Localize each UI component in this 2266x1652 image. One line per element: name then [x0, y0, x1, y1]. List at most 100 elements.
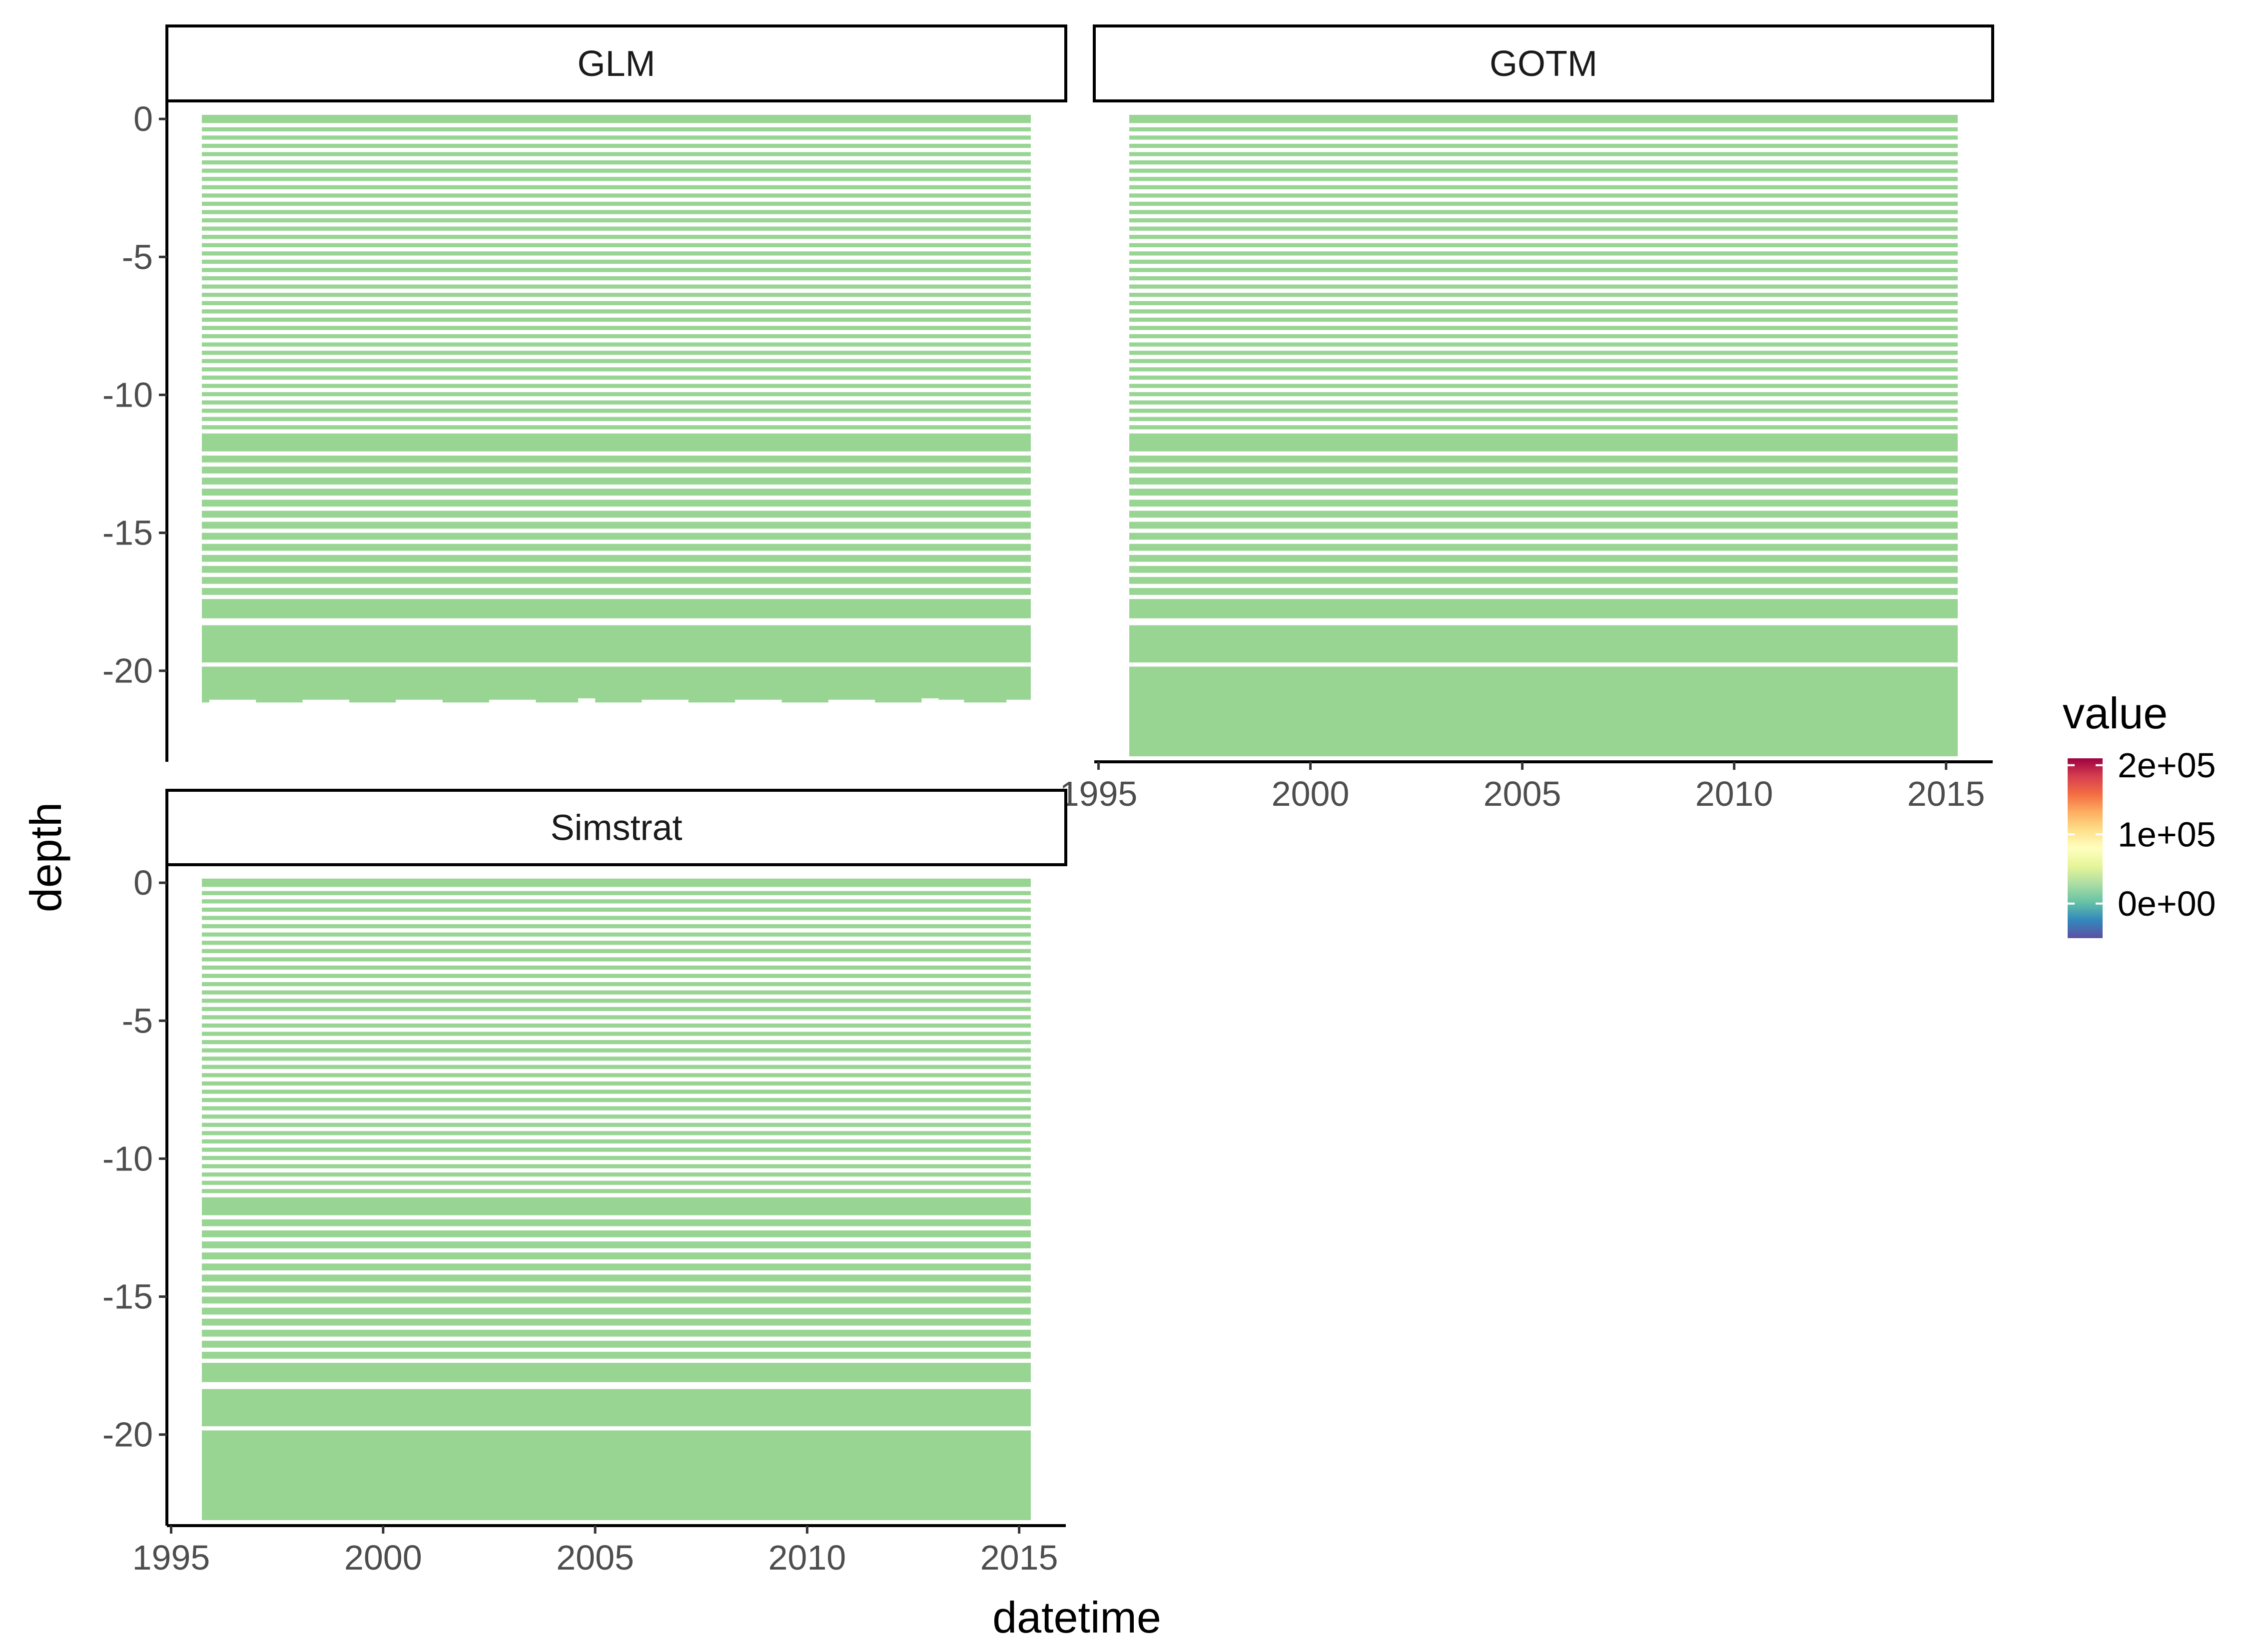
heatmap-layer: [202, 1340, 1031, 1348]
heatmap-layer: [1129, 293, 1958, 297]
heatmap-layer: [202, 359, 1031, 363]
heatmap-layer: [202, 1329, 1031, 1337]
heatmap-layer: [202, 193, 1031, 198]
heatmap-layer: [202, 891, 1031, 895]
heatmap-layer: [202, 1090, 1031, 1094]
heatmap-layer: [202, 576, 1031, 584]
heatmap-layer: [202, 588, 1031, 595]
heatmap-layer: [202, 1131, 1031, 1135]
heatmap-layer: [1129, 433, 1958, 452]
heatmap-layer: [202, 425, 1031, 430]
heatmap-layer: [202, 259, 1031, 264]
strip-glm: [165, 24, 1067, 102]
heatmap-layer: [202, 511, 1031, 518]
legend-tick-label: 1e+05: [2118, 815, 2216, 854]
heatmap-layer: [202, 276, 1031, 281]
heatmap-layer: [202, 554, 1031, 562]
heatmap-layer: [1129, 259, 1958, 264]
heatmap-layer: [202, 1057, 1031, 1061]
y-tick-label: -20: [102, 1415, 153, 1454]
x-tick-label: 1995: [132, 1538, 210, 1577]
heatmap-layer: [202, 293, 1031, 297]
heatmap-layer: [1129, 210, 1958, 214]
heatmap-layer: [1129, 284, 1958, 289]
heatmap-layer: [202, 309, 1031, 314]
heatmap-layer: [202, 1040, 1031, 1045]
heatmap-layer: [202, 135, 1031, 140]
heatmap-layer: [202, 177, 1031, 181]
heatmap-layer: [202, 522, 1031, 529]
heatmap-layer: [202, 1197, 1031, 1215]
x-tick-label: 2005: [556, 1538, 634, 1577]
heatmap-layer: [202, 1318, 1031, 1326]
heatmap-layer: [1129, 114, 1958, 123]
legend: value 2e+05 1e+05 0e+00: [2063, 688, 2216, 938]
heatmap-layer: [202, 907, 1031, 912]
strip-label-glm: GLM: [577, 44, 655, 84]
y-tick-label: -15: [102, 514, 153, 552]
heatmap-layer: [1129, 576, 1958, 584]
heatmap-layer: [1129, 384, 1958, 388]
heatmap-layer: [202, 974, 1031, 978]
heatmap-layer: [1129, 276, 1958, 281]
heatmap-layer: [202, 1307, 1031, 1315]
heatmap-layer: [202, 965, 1031, 970]
legend-tick-label: 2e+05: [2118, 746, 2216, 785]
y-tick-label: -10: [102, 375, 153, 414]
legend-colorbar: 2e+05 1e+05 0e+00: [2068, 746, 2216, 938]
heatmap-layer: [202, 1363, 1031, 1382]
legend-color-bar: [2068, 758, 2103, 938]
heatmap-layer: [202, 982, 1031, 987]
heatmap-layer: [202, 1219, 1031, 1226]
heatmap-layer: [202, 317, 1031, 322]
heatmap-layer: [202, 949, 1031, 953]
heatmap-layer: [202, 1032, 1031, 1036]
heatmap-layer: [202, 489, 1031, 496]
heatmap-layer: [202, 367, 1031, 372]
heatmap-layer: [202, 284, 1031, 289]
heatmap-layer: [1129, 500, 1958, 507]
heatmap-layer: [1129, 326, 1958, 330]
heatmap-layer: [1129, 375, 1958, 380]
heatmap-layer: [1129, 309, 1958, 314]
heatmap-layer: [202, 565, 1031, 573]
heatmap-layer: [1129, 177, 1958, 181]
heatmap-layer: [1129, 201, 1958, 206]
heatmap-layer: [202, 916, 1031, 920]
heatmap-layer: [202, 990, 1031, 995]
heatmap-layer: [202, 544, 1031, 551]
x-tick-label: 2000: [1272, 774, 1350, 813]
heatmap-layer: [1129, 554, 1958, 562]
heatmap-layer: [202, 467, 1031, 474]
heatmap-layer: [202, 210, 1031, 214]
heatmap-layer: [1129, 185, 1958, 189]
heatmap-layer: [1129, 625, 1958, 663]
x-tick-label: 2010: [1695, 774, 1773, 813]
y-tick-label: 0: [133, 99, 153, 138]
heatmap-layer: [202, 941, 1031, 945]
heatmap-layer: [202, 334, 1031, 339]
heatmap-layer: [1129, 268, 1958, 272]
heatmap-layer: [202, 243, 1031, 247]
heatmap-layer: [1129, 478, 1958, 485]
heatmap-layer: [202, 351, 1031, 355]
heatmap-layer: [202, 1296, 1031, 1304]
heatmap-layer: [1129, 168, 1958, 173]
heatmap-layer: [202, 1048, 1031, 1053]
heatmap-layer: [202, 392, 1031, 397]
strip-label-simstrat: Simstrat: [550, 808, 682, 848]
heatmap-layer: [202, 143, 1031, 148]
heatmap-layer: [1129, 367, 1958, 372]
y-tick-label: -10: [102, 1139, 153, 1178]
heatmap-layer: [202, 666, 1031, 698]
heatmap-layer: [1129, 351, 1958, 355]
heatmap-layer: [202, 999, 1031, 1003]
heatmap-bottom-edge: [202, 694, 1031, 703]
heatmap-layer: [202, 1065, 1031, 1069]
heatmap-layer: [202, 1073, 1031, 1078]
heatmap-layer: [202, 114, 1031, 123]
legend-title: value: [2063, 688, 2168, 738]
heatmap-layer: [1129, 226, 1958, 231]
heatmap-layer: [202, 1155, 1031, 1160]
heatmap-layer: [1129, 455, 1958, 463]
